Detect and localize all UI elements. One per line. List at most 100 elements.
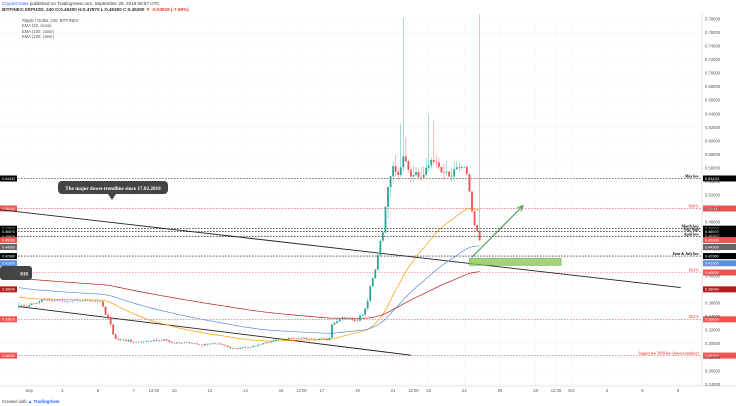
- lower-trend-line[interactable]: [18, 306, 411, 356]
- candle-body[interactable]: [308, 338, 311, 340]
- major-downtrend-line[interactable]: [0, 208, 681, 289]
- candle-body[interactable]: [38, 301, 41, 303]
- support-zone-rect[interactable]: [469, 258, 562, 266]
- candle-body[interactable]: [114, 334, 117, 339]
- candle-body[interactable]: [226, 345, 229, 347]
- candle-body[interactable]: [336, 321, 339, 324]
- candle-body[interactable]: [247, 347, 249, 348]
- candle-body[interactable]: [298, 338, 300, 339]
- candle-body[interactable]: [285, 338, 288, 340]
- candle-body[interactable]: [168, 340, 171, 342]
- candle-body[interactable]: [112, 324, 115, 335]
- candle-body[interactable]: [203, 343, 206, 346]
- candle-body[interactable]: [389, 176, 392, 188]
- candle-body[interactable]: [23, 305, 25, 307]
- candle-body[interactable]: [463, 166, 466, 168]
- tradingview-logo-text[interactable]: TradingView: [33, 399, 60, 404]
- candle-body[interactable]: [333, 323, 336, 325]
- legend-ema100[interactable]: EMA (100, close): [22, 28, 54, 34]
- candle-body[interactable]: [79, 300, 81, 302]
- candle-body[interactable]: [443, 172, 445, 173]
- candle-body[interactable]: [208, 343, 211, 345]
- candle-body[interactable]: [275, 339, 277, 341]
- candle-body[interactable]: [84, 300, 87, 301]
- candle-body[interactable]: [117, 338, 120, 340]
- candle-body[interactable]: [432, 159, 435, 162]
- candle-body[interactable]: [303, 337, 305, 339]
- arrow-head-icon[interactable]: [517, 204, 524, 212]
- candle-body[interactable]: [354, 320, 356, 321]
- candle-body[interactable]: [254, 345, 257, 347]
- candle-body[interactable]: [30, 303, 33, 306]
- candle-body[interactable]: [132, 341, 135, 343]
- candle-body[interactable]: [359, 315, 361, 321]
- support-zone[interactable]: [469, 258, 562, 266]
- candle-body[interactable]: [63, 301, 66, 302]
- candle-body[interactable]: [86, 300, 89, 301]
- candle-body[interactable]: [69, 301, 71, 302]
- candle-body[interactable]: [234, 348, 237, 349]
- plot-area[interactable]: [0, 14, 702, 386]
- candle-body[interactable]: [135, 341, 137, 343]
- candle-body[interactable]: [346, 318, 349, 319]
- price-axis[interactable]: 0.78000 0.76000 0.74000 0.72000 0.70000 0.680…: [705, 17, 721, 387]
- candle-body[interactable]: [282, 338, 285, 340]
- candle-body[interactable]: [158, 340, 160, 342]
- legend-ema50[interactable]: EMA (50, close): [22, 23, 52, 29]
- candle-body[interactable]: [221, 343, 224, 345]
- candle-body[interactable]: [152, 340, 155, 342]
- candle-body[interactable]: [427, 165, 430, 168]
- candle-body[interactable]: [231, 348, 234, 349]
- candle-body[interactable]: [229, 346, 232, 349]
- candle-body[interactable]: [94, 300, 97, 302]
- candle-body[interactable]: [338, 319, 341, 322]
- candle-body[interactable]: [287, 338, 290, 339]
- candle-body[interactable]: [170, 341, 173, 343]
- candle-body[interactable]: [104, 306, 107, 315]
- candle-body[interactable]: [445, 171, 448, 173]
- candle-body[interactable]: [145, 341, 148, 342]
- candle-body[interactable]: [290, 338, 293, 339]
- candle-body[interactable]: [51, 300, 53, 302]
- candle-body[interactable]: [262, 343, 265, 345]
- candle-body[interactable]: [81, 300, 84, 302]
- candle-body[interactable]: [96, 301, 99, 302]
- candles[interactable]: [18, 14, 481, 351]
- candle-body[interactable]: [107, 314, 109, 319]
- candle-body[interactable]: [460, 166, 463, 168]
- candle-body[interactable]: [364, 308, 367, 315]
- candle-body[interactable]: [476, 225, 478, 231]
- candle-body[interactable]: [25, 306, 28, 307]
- publisher-name[interactable]: CryptoCrows: [2, 1, 29, 6]
- candle-body[interactable]: [417, 171, 420, 178]
- candle-body[interactable]: [410, 169, 412, 177]
- candle-body[interactable]: [320, 338, 323, 339]
- candle-body[interactable]: [216, 343, 219, 345]
- candle-body[interactable]: [257, 344, 260, 347]
- candle-body[interactable]: [173, 342, 176, 344]
- candle-body[interactable]: [35, 302, 38, 304]
- price-chart[interactable]: May low 0.54433 0.54433 50.0% 0.50000 0.50000…: [0, 14, 736, 396]
- candle-body[interactable]: [310, 338, 313, 340]
- candle-body[interactable]: [343, 317, 346, 319]
- candle-body[interactable]: [280, 338, 283, 340]
- candle-body[interactable]: [331, 324, 333, 338]
- candle-body[interactable]: [478, 230, 481, 241]
- candle-body[interactable]: [471, 191, 473, 212]
- candle-body[interactable]: [392, 166, 395, 177]
- candle-body[interactable]: [397, 171, 400, 175]
- candle-body[interactable]: [239, 347, 242, 349]
- candle-body[interactable]: [201, 344, 204, 346]
- candle-body[interactable]: [242, 347, 244, 348]
- candle-body[interactable]: [28, 305, 31, 307]
- candle-body[interactable]: [315, 339, 318, 340]
- candle-body[interactable]: [466, 166, 468, 174]
- candle-body[interactable]: [66, 301, 69, 302]
- candle-body[interactable]: [387, 187, 389, 207]
- candle-body[interactable]: [71, 300, 74, 302]
- candle-body[interactable]: [206, 343, 209, 345]
- candle-body[interactable]: [193, 343, 196, 344]
- candle-body[interactable]: [259, 344, 262, 345]
- candle-body[interactable]: [371, 278, 374, 287]
- candle-body[interactable]: [384, 206, 387, 233]
